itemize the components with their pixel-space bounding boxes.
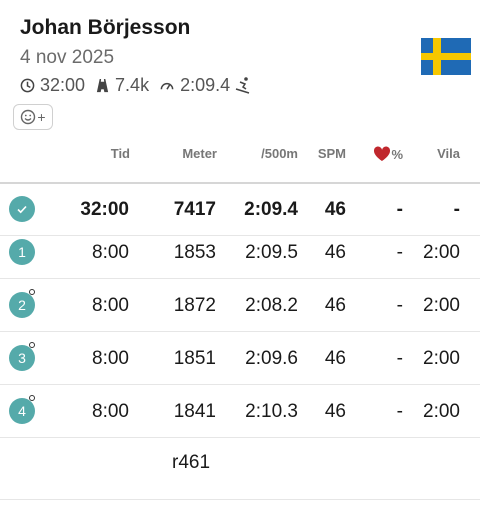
interval-meter: 1851 — [173, 348, 216, 369]
header-meter: Meter — [182, 146, 217, 161]
add-reaction-plus: + — [37, 109, 46, 125]
total-rest: - — [453, 199, 460, 220]
summary-distance: 7.4k — [95, 75, 149, 96]
total-pace: 2:09.4 — [244, 199, 298, 220]
interval-rest: 2:00 — [423, 401, 460, 422]
total-meter: 7417 — [173, 199, 216, 220]
interval-number-badge: 3 — [9, 345, 35, 371]
interval-row[interactable]: 4 8:00 1841 2:10.3 46 - 2:00 — [0, 386, 480, 438]
road-icon — [96, 78, 109, 92]
header-heart-rate: % — [373, 146, 403, 162]
summary-distance-value: 7.4k — [115, 74, 150, 95]
header-heart-percent: % — [391, 146, 403, 162]
workout-header: Johan Börjesson 4 nov 2025 32:00 7.4k 2:… — [0, 0, 480, 140]
footer-code: r461 — [172, 452, 211, 473]
note-indicator-icon — [29, 342, 35, 348]
header-rest: Vila — [437, 146, 460, 161]
interval-hr: - — [396, 242, 403, 263]
footer-row: r461 — [0, 442, 480, 500]
header-spm: SPM — [317, 146, 346, 161]
total-hr: - — [396, 199, 403, 220]
interval-pace: 2:09.6 — [245, 348, 298, 369]
interval-meter: 1853 — [173, 242, 216, 263]
interval-row[interactable]: 1 8:00 1853 2:09.5 46 - 2:00 — [0, 227, 480, 279]
check-icon — [17, 205, 27, 214]
header-pace: /500m — [261, 146, 298, 161]
interval-time: 8:00 — [92, 242, 129, 263]
interval-spm: 46 — [324, 401, 346, 422]
note-indicator-icon — [29, 289, 35, 295]
summary-time-value: 32:00 — [40, 74, 86, 95]
interval-number-badge: 4 — [9, 398, 35, 424]
interval-rest: 2:00 — [423, 348, 460, 369]
interval-hr: - — [396, 295, 403, 316]
smiley-icon — [21, 109, 36, 125]
interval-meter: 1841 — [173, 401, 216, 422]
interval-rest: 2:00 — [423, 242, 460, 263]
interval-rest: 2:00 — [423, 295, 460, 316]
interval-hr: - — [396, 348, 403, 369]
interval-meter: 1872 — [173, 295, 216, 316]
workout-summary: 32:00 7.4k 2:09.4 — [20, 74, 267, 96]
total-time: 32:00 — [80, 199, 129, 220]
interval-number-badge: 2 — [9, 292, 35, 318]
interval-number-badge: 1 — [9, 239, 35, 265]
summary-pace-value: 2:09.4 — [180, 74, 231, 95]
sweden-flag-icon — [421, 38, 471, 75]
summary-pace: 2:09.4 — [159, 75, 257, 96]
add-reaction-button[interactable]: + — [13, 104, 53, 130]
athlete-name: Johan Börjesson — [20, 16, 191, 39]
heart-icon — [374, 146, 391, 161]
workout-date: 4 nov 2025 — [20, 47, 115, 68]
header-time: Tid — [110, 146, 130, 161]
total-check-badge — [9, 196, 35, 222]
total-spm: 46 — [324, 199, 346, 220]
interval-time: 8:00 — [92, 348, 129, 369]
header-divider — [0, 182, 480, 184]
interval-row[interactable]: 3 8:00 1851 2:09.6 46 - 2:00 — [0, 333, 480, 385]
interval-pace: 2:09.5 — [245, 242, 298, 263]
interval-spm: 46 — [324, 295, 346, 316]
skier-icon — [235, 77, 250, 94]
speedometer-icon — [160, 82, 174, 90]
interval-pace: 2:10.3 — [245, 401, 298, 422]
summary-time: 32:00 — [20, 75, 85, 96]
clock-icon — [20, 78, 35, 92]
interval-row[interactable]: 2 8:00 1872 2:08.2 46 - 2:00 — [0, 280, 480, 332]
interval-hr: - — [396, 401, 403, 422]
interval-time: 8:00 — [92, 295, 129, 316]
total-row[interactable]: 32:00 7417 2:09.4 46 - - — [0, 184, 480, 236]
interval-pace: 2:08.2 — [245, 295, 298, 316]
interval-spm: 46 — [324, 348, 346, 369]
interval-spm: 46 — [324, 242, 346, 263]
interval-time: 8:00 — [92, 401, 129, 422]
note-indicator-icon — [29, 395, 35, 401]
table-header: Tid Meter /500m SPM % Vila — [0, 140, 480, 180]
